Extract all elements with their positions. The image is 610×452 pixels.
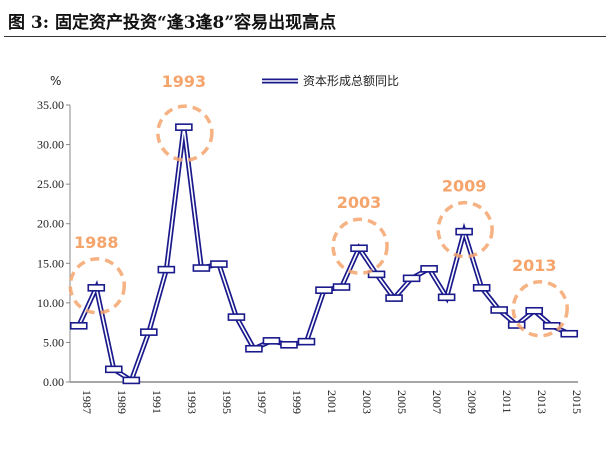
y-tick-label: 25.00 bbox=[37, 177, 64, 191]
y-tick-label: 5.00 bbox=[43, 335, 64, 349]
data-point bbox=[192, 264, 211, 272]
x-tick-label: 1987 bbox=[80, 390, 94, 414]
annotation-label: 2003 bbox=[337, 193, 382, 212]
series-line-inner bbox=[78, 127, 570, 382]
y-axis-unit: % bbox=[50, 74, 61, 88]
data-point bbox=[157, 265, 176, 274]
x-tick-label: 2009 bbox=[465, 390, 479, 414]
data-point bbox=[210, 260, 228, 268]
x-tick-label: 2015 bbox=[570, 390, 584, 414]
data-point bbox=[437, 293, 456, 302]
data-point bbox=[455, 227, 473, 236]
series-line-outer bbox=[76, 126, 571, 385]
data-point bbox=[297, 337, 316, 346]
annotation-label: 2009 bbox=[442, 177, 487, 196]
data-point bbox=[104, 365, 123, 374]
annotation-circle bbox=[331, 217, 389, 275]
x-tick-label: 2003 bbox=[360, 390, 374, 414]
x-tick-label: 2007 bbox=[430, 390, 444, 414]
legend-label: 资本形成总额同比 bbox=[303, 74, 399, 88]
y-tick-label: 10.00 bbox=[37, 296, 64, 310]
y-tick-label: 20.00 bbox=[37, 217, 64, 231]
data-point bbox=[227, 313, 246, 321]
x-tick-label: 1997 bbox=[255, 390, 269, 414]
data-point bbox=[245, 344, 263, 353]
x-tick-label: 2005 bbox=[395, 390, 409, 414]
data-point bbox=[280, 341, 298, 349]
data-point bbox=[402, 274, 421, 283]
data-point bbox=[315, 286, 333, 294]
x-tick-label: 1995 bbox=[220, 390, 234, 414]
title-divider bbox=[4, 36, 606, 37]
chart-title: 图 3: 固定资产投资“逢3逢8”容易出现高点 bbox=[8, 13, 337, 33]
x-tick-label: 1999 bbox=[290, 390, 304, 414]
annotation-label: 1993 bbox=[162, 72, 207, 91]
x-tick-label: 2011 bbox=[500, 390, 514, 414]
annotation-circle bbox=[156, 104, 214, 162]
x-tick-label: 2013 bbox=[535, 390, 549, 414]
data-point bbox=[175, 123, 193, 131]
data-point bbox=[140, 328, 158, 336]
x-tick-label: 1991 bbox=[150, 390, 164, 414]
y-tick-label: 15.00 bbox=[37, 256, 64, 270]
annotation-circle bbox=[68, 257, 127, 315]
y-tick-label: 30.00 bbox=[37, 138, 64, 152]
annotation-circle bbox=[511, 280, 569, 338]
x-tick-label: 2001 bbox=[325, 390, 339, 414]
annotation-label: 2013 bbox=[512, 256, 557, 275]
data-point bbox=[87, 284, 106, 292]
data-point bbox=[560, 329, 579, 338]
data-point bbox=[490, 306, 508, 314]
annotation-label: 1988 bbox=[74, 233, 119, 252]
x-tick-label: 1989 bbox=[115, 390, 129, 414]
data-point bbox=[122, 376, 141, 385]
x-tick-label: 1993 bbox=[185, 390, 199, 414]
y-tick-label: 0.00 bbox=[43, 375, 64, 389]
data-point bbox=[332, 283, 351, 291]
data-point bbox=[420, 265, 438, 273]
data-point bbox=[385, 294, 403, 302]
data-point bbox=[262, 337, 281, 345]
data-point bbox=[367, 270, 386, 279]
data-point bbox=[69, 322, 88, 330]
annotation-circle bbox=[436, 200, 494, 259]
data-point bbox=[472, 284, 491, 292]
y-tick-label: 35.00 bbox=[37, 98, 64, 112]
data-point bbox=[525, 306, 544, 315]
data-point bbox=[350, 244, 368, 253]
